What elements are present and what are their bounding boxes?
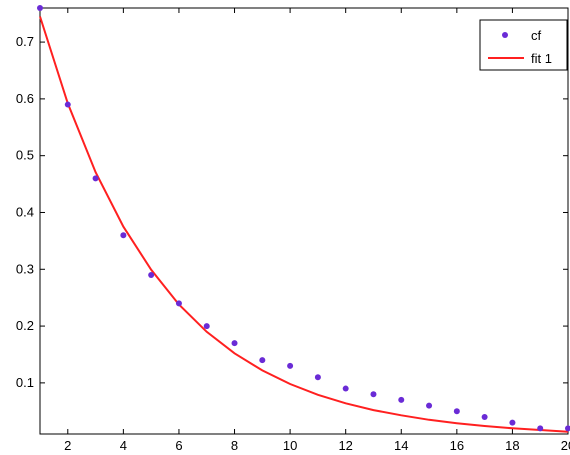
x-tick-label: 10 xyxy=(283,438,297,453)
cf-point xyxy=(287,362,294,369)
cf-point xyxy=(148,271,155,278)
x-tick-label: 20 xyxy=(561,438,570,453)
cf-point xyxy=(537,425,544,432)
cf-point xyxy=(342,385,349,392)
axes-box xyxy=(39,7,569,435)
y-tick-label: 0.3 xyxy=(16,261,34,276)
legend-cf-marker xyxy=(502,32,508,38)
x-tick-label: 16 xyxy=(450,438,464,453)
y-tick-label: 0.1 xyxy=(16,375,34,390)
x-tick-label: 18 xyxy=(505,438,519,453)
cf-point xyxy=(314,374,321,381)
cf-point xyxy=(453,408,460,415)
cf-point xyxy=(509,419,516,426)
cf-point xyxy=(398,396,405,403)
cf-point xyxy=(92,175,99,182)
legend-box xyxy=(479,19,568,71)
y-tick-label: 0.5 xyxy=(16,148,34,163)
x-tick-label: 12 xyxy=(338,438,352,453)
cf-point xyxy=(231,340,238,347)
y-tick-label: 0.2 xyxy=(16,318,34,333)
cf-point xyxy=(565,425,570,432)
cf-point xyxy=(64,101,71,108)
y-tick-label: 0.4 xyxy=(16,204,34,219)
cf-point xyxy=(481,413,488,420)
x-tick-label: 2 xyxy=(64,438,71,453)
fit-1-line xyxy=(39,16,569,433)
x-tick-label: 4 xyxy=(120,438,127,453)
x-tick-label: 14 xyxy=(394,438,408,453)
x-tick-label: 8 xyxy=(231,438,238,453)
legend-cf-label: cf xyxy=(531,28,542,43)
cf-point xyxy=(175,300,182,307)
y-tick-label: 0.7 xyxy=(16,34,34,49)
legend-fit-label: fit 1 xyxy=(531,51,552,66)
y-tick-label: 0.6 xyxy=(16,91,34,106)
cf-point xyxy=(259,357,266,364)
cf-point xyxy=(37,5,43,11)
cf-point xyxy=(370,391,377,398)
cf-point xyxy=(426,402,433,409)
x-tick-label: 6 xyxy=(175,438,182,453)
cf-point xyxy=(203,323,210,330)
cf-point xyxy=(120,232,127,239)
